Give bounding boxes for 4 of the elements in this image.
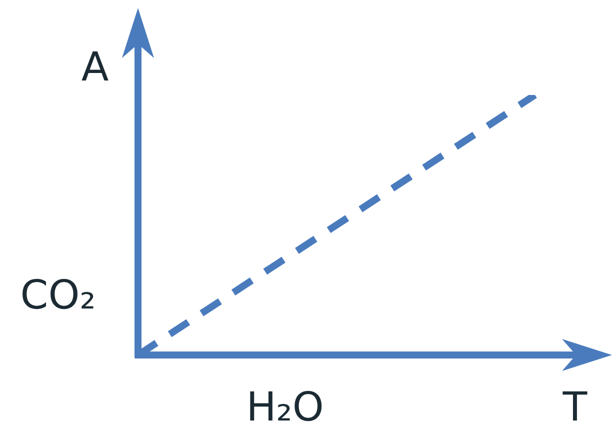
text: H₂O xyxy=(246,384,324,430)
annotation: CO₂ xyxy=(20,272,96,318)
y-axis-title: A xyxy=(81,44,110,90)
x-axis-title: T xyxy=(562,384,588,430)
